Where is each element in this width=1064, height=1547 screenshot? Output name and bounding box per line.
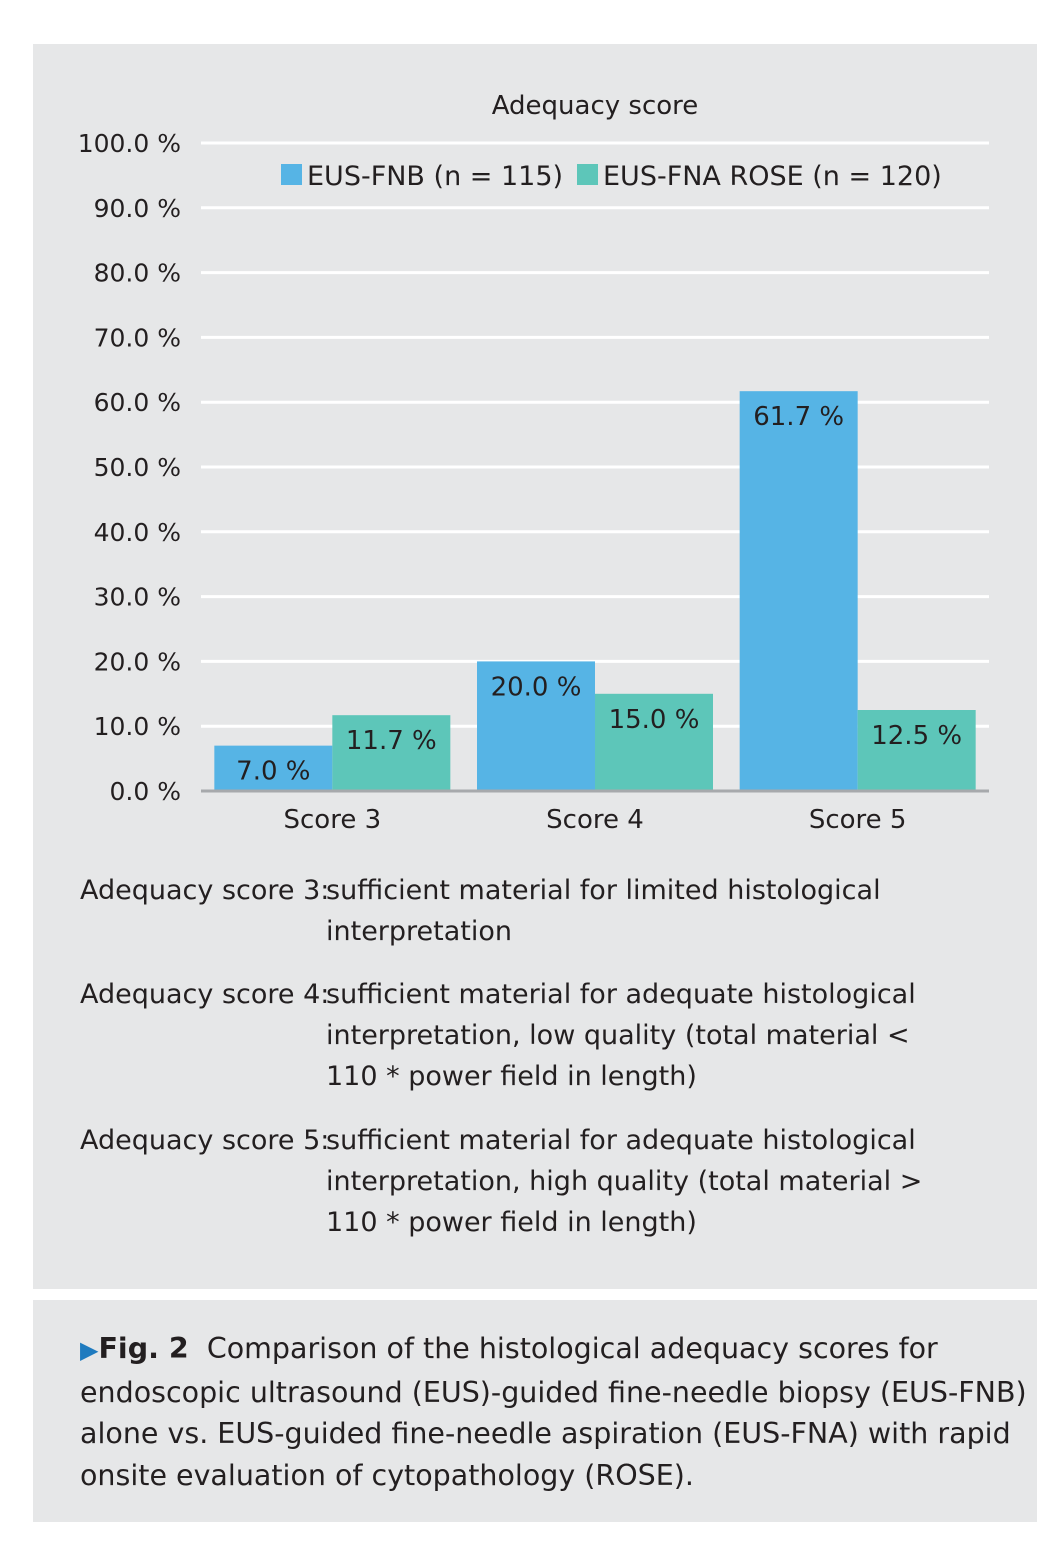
y-tick-label: 0.0 %	[110, 777, 181, 806]
bar-eus-fnb-3	[214, 745, 333, 791]
y-tick-label: 10.0 %	[94, 712, 181, 741]
bar-eus-fnb-5	[739, 391, 858, 791]
definition-text: sufficient material for adequate histolo…	[326, 1125, 923, 1238]
caption-text: Comparison of the histological adequacy …	[80, 1332, 1027, 1492]
y-tick-label: 20.0 %	[94, 647, 181, 676]
bar-eus-fna-rose-4	[595, 693, 713, 791]
x-axis-category-labels: Score 3 Score 4 Score 5	[284, 805, 907, 835]
legend-label: EUS-FNA ROSE (n = 120)	[603, 161, 942, 192]
definition-term: Adequacy score 4:	[80, 979, 330, 1010]
data-label: 61.7 %	[753, 402, 844, 432]
y-axis-tick-labels: 0.0 % 10.0 % 20.0 % 30.0 % 40.0 % 50.0 % 60.0 …	[78, 129, 181, 806]
x-category-label: Score 5	[809, 805, 907, 835]
data-label: 20.0 %	[491, 672, 582, 702]
bar-eus-fna-rose-5	[857, 710, 976, 791]
definition-text: sufficient material for adequate histolo…	[326, 979, 916, 1092]
legend-label: EUS-FNB (n = 115)	[307, 161, 563, 192]
y-tick-label: 30.0 %	[94, 583, 181, 612]
figure-caption: ▶Fig. 2 Comparison of the histological a…	[80, 1328, 1030, 1496]
data-label: 15.0 %	[609, 705, 700, 735]
definition-term: Adequacy score 5:	[80, 1125, 330, 1156]
definition-term: Adequacy score 3:	[80, 875, 330, 906]
y-tick-label: 50.0 %	[94, 453, 181, 482]
chart-title: Adequacy score	[492, 91, 699, 121]
y-tick-label: 90.0 %	[94, 194, 181, 223]
data-label: 12.5 %	[871, 721, 962, 751]
y-tick-label: 40.0 %	[94, 518, 181, 547]
caption-panel: ▶Fig. 2 Comparison of the histological a…	[33, 1300, 1037, 1522]
y-tick-label: 70.0 %	[94, 323, 181, 352]
data-label: 11.7 %	[346, 726, 437, 756]
x-category-label: Score 3	[284, 805, 382, 835]
bar-chart: Adequacy score 0.0 % 10.0 % 20.0 % 30.0 % 40…	[78, 91, 989, 835]
y-tick-label: 100.0 %	[78, 129, 181, 158]
legend-swatch	[577, 164, 598, 185]
bars	[201, 391, 989, 793]
bar-eus-fna-rose-3	[332, 715, 451, 791]
bar-eus-fnb-4	[477, 661, 595, 791]
caption-arrow-icon: ▶	[80, 1336, 99, 1364]
x-category-label: Score 4	[546, 805, 644, 835]
figure-label: Fig. 2	[98, 1332, 189, 1365]
data-labels: 7.0 % 11.7 % 20.0 % 15.0 % 61.7 % 12.5 %	[236, 402, 962, 786]
gridlines	[201, 141, 989, 728]
figure-panel: Adequacy score 0.0 % 10.0 % 20.0 % 30.0 % 40…	[33, 44, 1037, 1289]
definition-text: sufficient material for limited histolog…	[326, 875, 881, 947]
data-label: 7.0 %	[236, 757, 310, 787]
y-tick-label: 80.0 %	[94, 259, 181, 288]
legend: EUS-FNB (n = 115) EUS-FNA ROSE (n = 120)	[281, 161, 942, 192]
y-tick-label: 60.0 %	[94, 388, 181, 417]
legend-swatch	[281, 164, 302, 185]
